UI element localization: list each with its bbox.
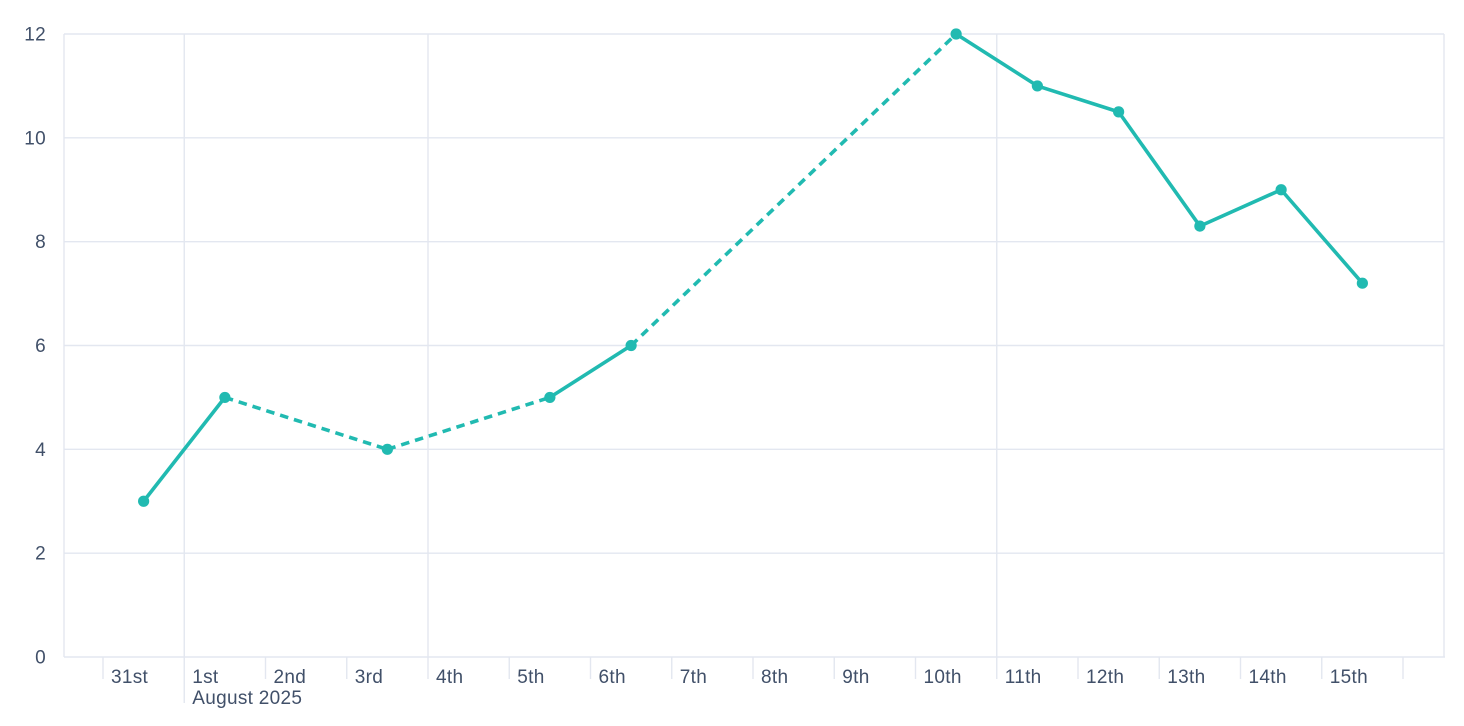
x-tick-label: 12th (1086, 667, 1124, 688)
line-segment-solid (1279, 187, 1365, 286)
data-point-marker[interactable] (1113, 106, 1125, 118)
y-tick-label: 8 (35, 232, 46, 253)
x-tick-label: 2nd (274, 667, 307, 688)
y-tick-label: 4 (35, 440, 46, 461)
x-axis-month-label: August 2025 (192, 688, 302, 709)
line-segment-solid (954, 32, 1040, 88)
x-tick-label: 11th (1005, 667, 1042, 688)
x-tick-label: 6th (599, 667, 626, 688)
data-point-marker[interactable] (1275, 184, 1287, 196)
data-point-marker[interactable] (1356, 277, 1368, 289)
line-segment-solid (1198, 187, 1283, 228)
x-tick-label: 14th (1249, 667, 1287, 688)
data-point-marker[interactable] (1194, 220, 1206, 232)
x-tick-label: 31st (111, 667, 149, 688)
x-tick-label: 5th (517, 667, 544, 688)
data-point-marker[interactable] (138, 495, 150, 507)
x-tick-label: 4th (436, 667, 463, 688)
data-point-marker[interactable] (950, 28, 962, 40)
line-segment-solid (1035, 84, 1121, 114)
y-tick-label: 2 (35, 544, 46, 565)
line-segment-solid (1116, 110, 1202, 228)
line-segment-dashed (224, 395, 388, 452)
y-tick-label: 10 (24, 128, 46, 149)
x-tick-label: 9th (842, 667, 869, 688)
data-point-marker[interactable] (544, 391, 556, 404)
line-segment-solid (548, 343, 633, 400)
line-segment-solid (141, 395, 227, 504)
x-tick-label: 3rd (355, 667, 383, 688)
data-point-marker[interactable] (381, 443, 393, 455)
y-tick-label: 12 (24, 25, 46, 46)
x-tick-label: 13th (1167, 667, 1205, 688)
y-tick-label: 6 (35, 336, 46, 357)
data-point-marker[interactable] (219, 391, 231, 404)
x-tick-label: 15th (1330, 667, 1368, 688)
x-tick-label: 7th (680, 667, 707, 688)
y-tick-label: 0 (35, 648, 46, 669)
x-tick-label: 8th (761, 667, 788, 688)
data-point-marker[interactable] (625, 339, 637, 352)
line-segment-dashed (386, 395, 551, 452)
line-segment-dashed (629, 32, 958, 347)
data-point-marker[interactable] (1031, 80, 1043, 92)
x-tick-label: 10th (924, 667, 962, 688)
x-tick-label: 1st (192, 667, 219, 688)
